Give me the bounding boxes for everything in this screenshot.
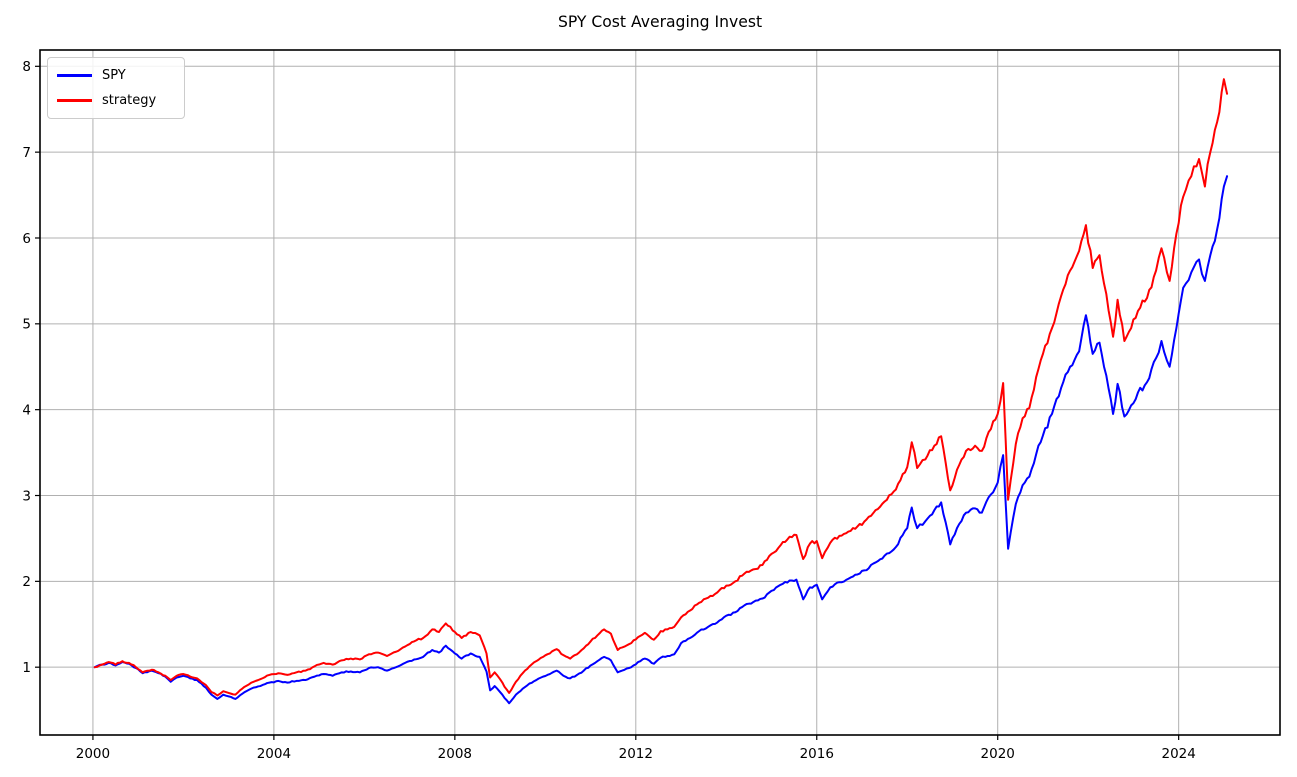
chart-title: SPY Cost Averaging Invest: [557, 13, 763, 31]
y-tick-label: 4: [22, 402, 31, 418]
legend-entry: SPY: [57, 63, 174, 88]
plot-border: [39, 49, 1281, 736]
y-tick-label: 7: [22, 145, 31, 161]
y-tick-label: 8: [22, 59, 31, 75]
y-tick-label: 5: [22, 317, 31, 333]
x-tick-label: 2016: [800, 746, 834, 762]
x-tick-label: 2024: [1161, 746, 1195, 762]
x-tick-label: 2020: [981, 746, 1015, 762]
x-tick-label: 2012: [619, 746, 653, 762]
legend: SPY strategy: [47, 57, 185, 119]
x-tick-label: 2004: [257, 746, 291, 762]
legend-entry-label: SPY: [102, 68, 126, 83]
y-tick-label: 2: [22, 574, 31, 590]
y-tick-label: 6: [22, 231, 31, 247]
x-tick-label: 2008: [438, 746, 472, 762]
series-spy-line: [93, 175, 1229, 705]
legend-entry: strategy: [57, 88, 174, 113]
legend-entry-label: strategy: [102, 93, 157, 108]
legend-line-swatch: [57, 74, 92, 77]
y-tick-label: 1: [22, 660, 31, 676]
x-tick-label: 2000: [76, 746, 110, 762]
y-tick-label: 3: [22, 488, 31, 504]
series-strategy-line: [93, 78, 1229, 697]
legend-line-swatch: [57, 99, 92, 102]
